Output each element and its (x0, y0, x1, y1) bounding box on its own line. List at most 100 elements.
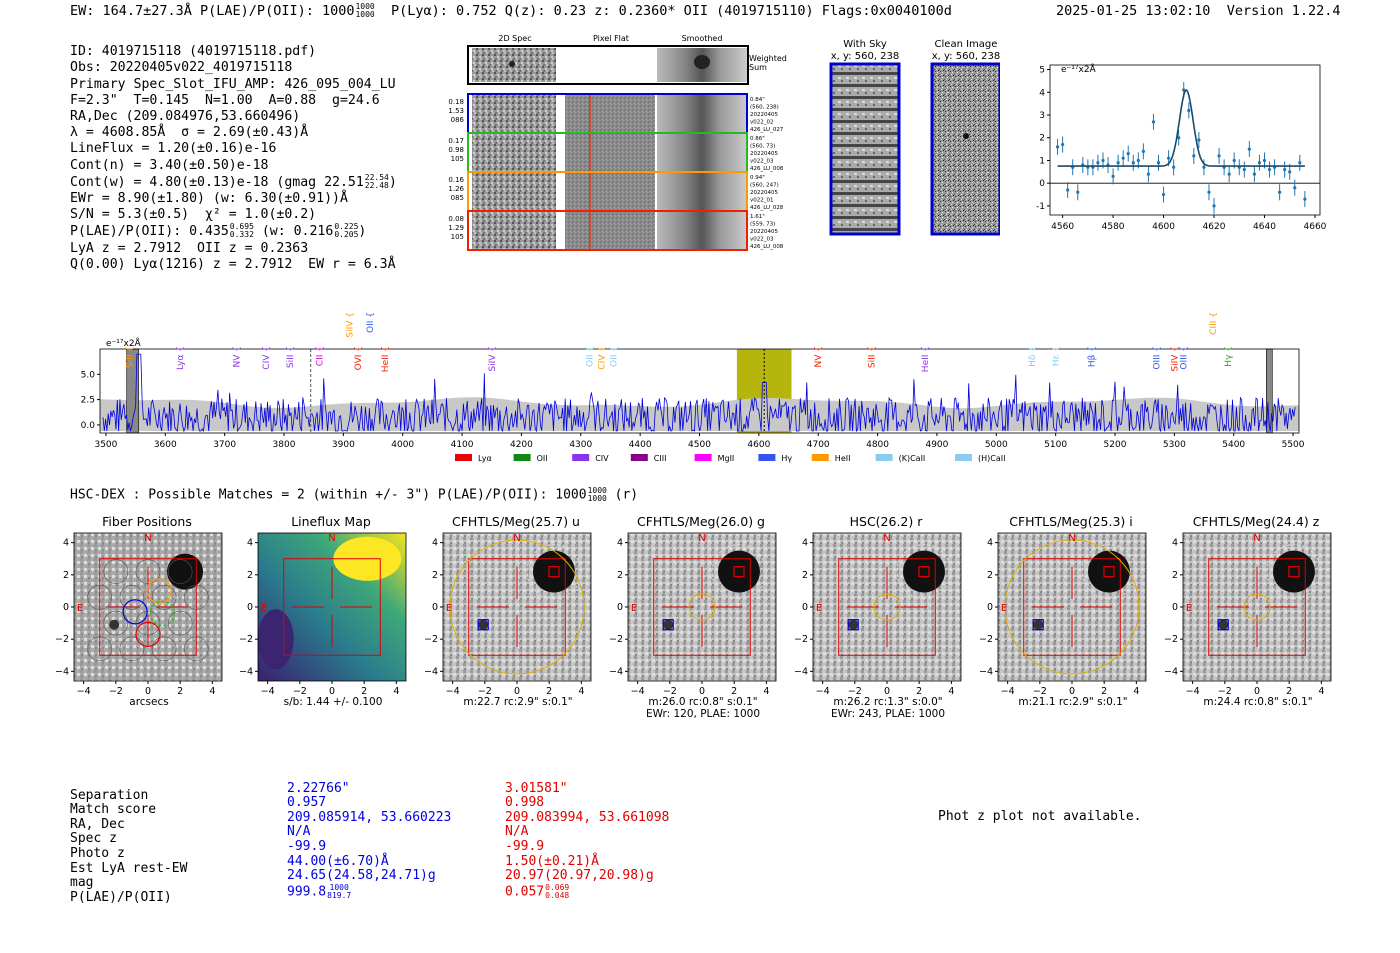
legend-swatch (811, 454, 829, 461)
full-xtick-label: 4900 (925, 440, 948, 450)
xtick-label: 4 (763, 686, 769, 697)
table-cell: 3.01581" (505, 780, 568, 796)
row-left-label: 086 (451, 116, 465, 124)
line-id-label: CII { (316, 346, 326, 366)
cutout-panel: CFHTLS/Meg(25.7) u N E −4 −4 −2 −2 0 0 2 2 4 4 m:22.7… (421, 512, 611, 722)
legend-label: OII (537, 454, 548, 463)
cutout-title: Lineflux Map (291, 514, 371, 529)
xtick-label: 4 (209, 686, 215, 697)
xtick-label: 4 (393, 686, 399, 697)
cutout-caption: m:24.4 rc:0.8" s:0.1" (1163, 696, 1353, 708)
row-right-label: 0.84" (750, 97, 765, 103)
row-left-label: 0.16 (448, 176, 464, 184)
xtick-label: 0 (514, 686, 520, 697)
bright-source (718, 550, 760, 593)
line-id-label: OII { (586, 346, 596, 367)
table-cell: 209.085914, 53.660223 (287, 809, 452, 825)
cutout-title: CFHTLS/Meg(25.3) i (1009, 514, 1133, 529)
north-label: N (883, 533, 890, 544)
cutout-image: N E −4 −4 −2 −2 0 0 2 2 4 4 (794, 532, 962, 697)
xtick-label: −4 (816, 686, 830, 697)
legend-swatch (875, 454, 893, 461)
zoom-point (1288, 170, 1292, 174)
match-marker-red (1103, 566, 1115, 578)
info-cont-w: Cont(w) = 4.80(±0.13)e-18 (gmag 22.51 22.… (70, 172, 397, 190)
xtick-label: 4 (948, 686, 954, 697)
weighted-sum-row: Weighted Sum (467, 45, 787, 85)
table-label: Est LyA rest-EW (70, 860, 188, 876)
table-cell-plae: 0.057 0.069 0.048 (505, 882, 570, 900)
row-right-label: (560, 247) (750, 183, 779, 189)
info-plae: P(LAE)/P(OII): 0.435 0.695 0.332 (w: 0.216… (70, 222, 367, 240)
xtick-label: −2 (663, 686, 677, 697)
with-sky-title: With Sky (843, 39, 887, 50)
ytick-label: −4 (424, 666, 438, 677)
clean-xy: x, y: 560, 238 (932, 51, 1000, 62)
xtick-label: 0 (329, 686, 335, 697)
xtick-label: 2 (916, 686, 922, 697)
detection-info: ID: 4019715118 (4019715118.pdf) Obs: 2022… (70, 28, 397, 289)
xtick-label: −4 (1186, 686, 1200, 697)
xtick-label: 0 (1254, 686, 1260, 697)
row-right-label: v022_02 (750, 120, 774, 126)
ytick-label: 0 (987, 602, 993, 613)
zoom-point (1131, 161, 1135, 165)
east-label: E (261, 603, 267, 614)
fiber-circle (119, 585, 145, 610)
ytick-label: 4 (247, 538, 253, 549)
table-label: P(LAE)/P(OII) (70, 889, 172, 905)
full-xtick-label: 4300 (569, 440, 592, 450)
ytick-label: −2 (1164, 634, 1178, 645)
spectrum-line (102, 353, 1296, 433)
row-left-label: 1.26 (448, 185, 464, 193)
table-label: Photo z (70, 845, 125, 861)
header-details: P(Lyα): 0.752 Q(z): 0.23 z: 0.2360* OII … (391, 3, 952, 19)
full-unit-label: e⁻¹⁷x2Å (106, 337, 142, 349)
info-line: EWr = 8.90(±1.80) (w: 6.30(±0.91))Å (70, 191, 348, 207)
cutout-caption-line: m:26.2 rc:1.3" s:0.0" (833, 696, 943, 708)
row-right-label: 426_LU_028 (750, 205, 784, 211)
north-label: N (1068, 533, 1075, 544)
line-id-label: Hβ { (1087, 346, 1097, 367)
cutout-panel: Lineflux Map N E −4 −4 −2 −2 0 0 2 2 4 4 s/b: 1.44 +/… (236, 512, 426, 722)
zoom-point (1303, 197, 1307, 201)
ytick-label: 2 (63, 570, 69, 581)
row-right-label: 20220405 (750, 229, 778, 235)
legend-swatch (572, 454, 590, 461)
xtick-label: −4 (77, 686, 91, 697)
source-aperture (1266, 544, 1322, 600)
line-id-label: CIV { (262, 346, 272, 370)
search-box (283, 558, 381, 656)
xtick-label: 0 (884, 686, 890, 697)
spec2d-panel: 2D Spec Pixel Flat Smoothed Weighted Sum… (448, 34, 787, 251)
full-xtick-label: 3500 (94, 440, 117, 450)
zoom-point (1177, 136, 1181, 140)
ytick-label: −4 (55, 666, 69, 677)
cutout-background (1183, 533, 1331, 681)
match-table-col2: 3.01581" 0.998 209.083994, 53.661098 N/A -99… (505, 767, 669, 914)
info-line: LineFlux = 1.20(±0.16)e-16 (70, 141, 277, 157)
ytick-label: 0 (802, 602, 808, 613)
info-line: λ = 4608.85Å σ = 2.69(±0.43)Å (70, 125, 309, 141)
east-label: E (816, 603, 822, 614)
ytick-label: −2 (239, 634, 253, 645)
fiber-circle (151, 636, 177, 662)
aperture-circle (688, 593, 716, 621)
zoom-ytick-label: 4 (1039, 88, 1045, 98)
info-line: Cont(n) = 3.40(±0.50)e-18 (70, 157, 269, 173)
zoom-ytick-label: -1 (1036, 202, 1045, 212)
zoom-point (1212, 204, 1216, 208)
header-ew: EW: 164.7±27.3Å P(LAE)/P(OII): 1000 (70, 3, 355, 19)
faint-source (848, 619, 859, 630)
zoom-point (1166, 156, 1171, 160)
zoom-point (1192, 154, 1196, 158)
faint-source (478, 619, 489, 630)
xtick-label: −2 (848, 686, 862, 697)
table-cell: 24.65(24.58,24.71)g (287, 868, 436, 884)
ytick-label: 4 (987, 538, 993, 549)
fiber-circle (87, 585, 113, 610)
xtick-label: 2 (177, 686, 183, 697)
xtick-label: −2 (478, 686, 492, 697)
row-left-label: 0.98 (448, 146, 464, 154)
xtick-label: −2 (293, 686, 307, 697)
